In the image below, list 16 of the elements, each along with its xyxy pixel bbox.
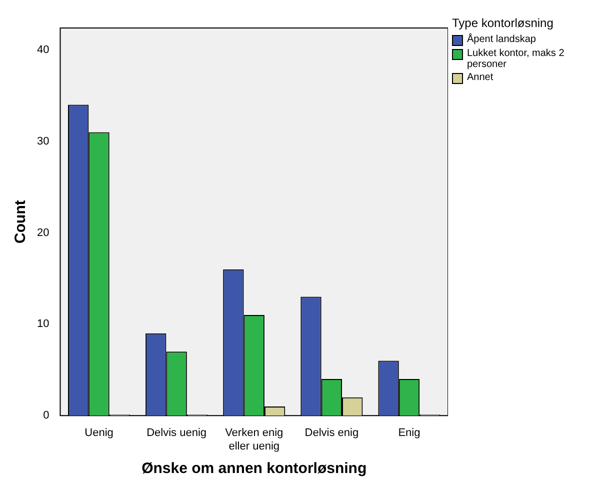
y-axis-title: Count: [12, 200, 30, 244]
x-tick-label: Uenig: [84, 427, 114, 440]
y-tick-label: 20: [36, 226, 50, 239]
legend-title: Type kontorløsning: [452, 16, 554, 30]
y-tick-label: 10: [36, 318, 50, 330]
y-tick-label: 40: [36, 44, 50, 56]
legend-label: Åpent landskap: [467, 34, 536, 45]
x-tick-label: Enig: [398, 427, 420, 440]
x-tick-label: Verken enig eller uenig: [225, 427, 284, 452]
legend-label: Annet: [467, 72, 494, 83]
x-tick-label: Delvis uenig: [146, 427, 207, 440]
x-axis-title: Ønske om annen kontorløsning: [142, 460, 367, 478]
y-tick-label: 30: [36, 135, 50, 148]
x-tick-label: Delvis enig: [304, 427, 359, 440]
legend-label: Lukket kontor, maks 2 personer: [467, 48, 566, 70]
y-tick-label: 0: [43, 410, 50, 422]
